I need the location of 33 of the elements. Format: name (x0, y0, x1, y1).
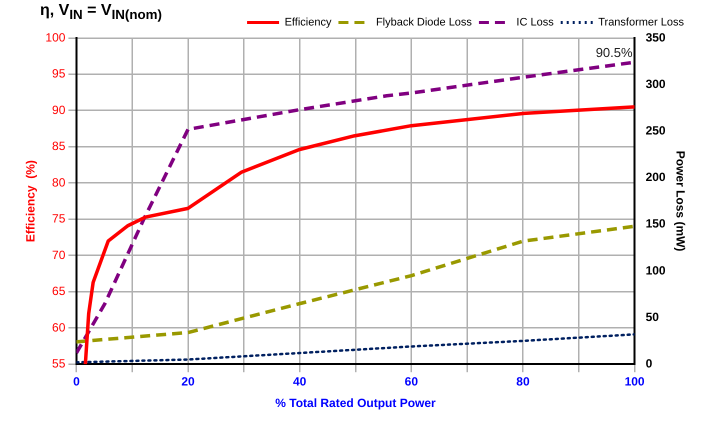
y-tick-label: 55 (52, 356, 66, 371)
legend-label: IC Loss (516, 16, 554, 29)
y-tick-label: 100 (45, 30, 66, 44)
x-axis-title: % Total Rated Output Power (275, 396, 436, 410)
y-tick-label: 65 (52, 284, 66, 298)
x-tick-label: 40 (293, 374, 307, 389)
x-tick-label: 20 (181, 374, 196, 389)
y-tick-label: 90 (52, 102, 66, 117)
y-tick-label: 60 (52, 320, 66, 334)
legend-label: Efficiency (284, 16, 332, 29)
x-tick-label: 80 (516, 374, 530, 389)
y-tick-label: 75 (52, 212, 66, 226)
y-axis-title: Efficiency (%) (24, 160, 38, 242)
y-tick-label: 85 (52, 139, 66, 154)
y2-tick-label: 150 (646, 216, 666, 231)
y2-tick-label: 100 (646, 263, 666, 278)
annotation: 90.5% (596, 45, 634, 60)
y-tick-label: 80 (52, 175, 66, 190)
y2-tick-label: 200 (646, 170, 666, 184)
x-tick-label: 100 (624, 374, 645, 389)
x-tick-label: 0 (73, 374, 80, 389)
y2-tick-label: 300 (646, 76, 666, 91)
y-tick-label: 70 (52, 248, 66, 262)
y-tick-label: 95 (52, 66, 66, 81)
x-tick-label: 60 (404, 374, 418, 389)
legend-label: Transformer Loss (598, 16, 684, 29)
y2-axis-title: Power Loss (mW) (673, 150, 688, 252)
chart-title: η, V$_{IN}$ = V$_{IN(nom)}$ (40, 2, 162, 22)
legend-label: Flyback Diode Loss (376, 16, 472, 29)
y2-tick-label: 250 (646, 124, 666, 138)
y2-tick-label: 0 (646, 356, 653, 371)
y2-tick-label: 350 (646, 30, 666, 44)
y2-tick-label: 50 (646, 310, 660, 324)
